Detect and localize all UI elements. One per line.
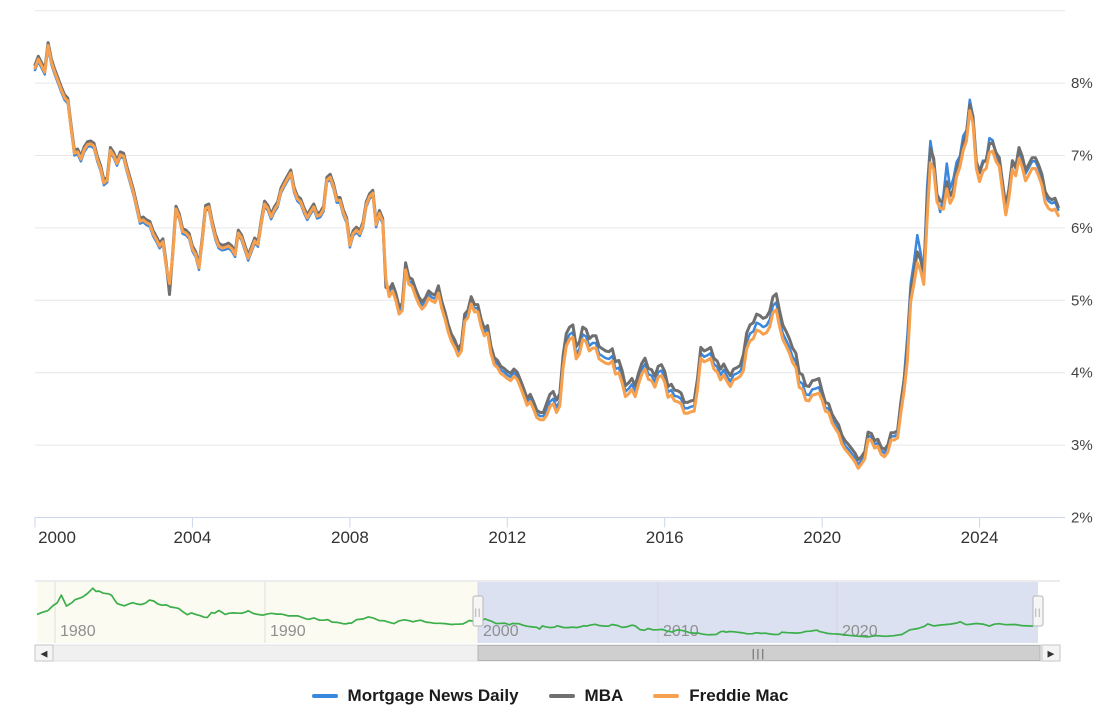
- x-axis-label: 2000: [38, 528, 76, 547]
- y-axis-label: 7%: [1071, 148, 1093, 165]
- scrollbar-thumb-grip-icon: |||: [752, 648, 767, 660]
- x-axis-label: 2004: [173, 528, 211, 547]
- legend-label: MBA: [584, 686, 624, 705]
- legend: Mortgage News Daily MBA Freddie Mac: [0, 683, 1100, 709]
- navigator-axis-label: 2000: [483, 623, 519, 640]
- legend-label: Mortgage News Daily: [347, 686, 519, 705]
- scroll-right-button-icon: ▶: [1048, 649, 1055, 659]
- legend-item-mortgage-news-daily[interactable]: Mortgage News Daily: [311, 686, 519, 706]
- y-axis-label: 3%: [1071, 437, 1093, 454]
- x-axis-label: 2012: [488, 528, 526, 547]
- navigator-axis-label: 2010: [663, 623, 699, 640]
- x-axis-label: 2016: [646, 528, 684, 547]
- navigator-axis-label: 1990: [270, 623, 306, 640]
- main-series: [33, 41, 1060, 470]
- legend-marker-icon: [548, 694, 575, 698]
- main-x-axis: 2000 2004 2008 2012 2016 2020 2024: [34, 517, 1065, 547]
- scrollbar: |||: [34, 644, 1061, 662]
- navigator-left-handle[interactable]: ||: [472, 595, 484, 627]
- legend-marker-icon: [311, 694, 338, 698]
- navigator: 1980 1990 2000 2010 2020: [35, 580, 1060, 643]
- scroll-right-button[interactable]: ▶: [1041, 644, 1061, 662]
- navigator-right-handle[interactable]: ||: [1032, 595, 1044, 627]
- handle-grip-icon: ||: [1035, 607, 1042, 617]
- series-line-mba: [33, 41, 1060, 462]
- y-axis-label: 2%: [1071, 510, 1093, 527]
- y-axis-label: 6%: [1071, 220, 1093, 237]
- handle-grip-icon: ||: [475, 607, 482, 617]
- navigator-series-line: [36, 587, 1034, 638]
- navigator-axis-label: 2020: [842, 623, 878, 640]
- x-axis-label: 2008: [331, 528, 369, 547]
- rate-chart-canvas: 2000 2004 2008 2012 2016 2020 2024 8% 7% 6% 5% 4% 3%…: [33, 10, 1093, 662]
- x-axis-label: 2020: [803, 528, 841, 547]
- scroll-left-button[interactable]: ◀: [34, 644, 54, 662]
- legend-item-freddie-mac[interactable]: Freddie Mac: [653, 686, 788, 706]
- y-axis-label: 4%: [1071, 365, 1093, 382]
- y-axis-label: 5%: [1071, 292, 1093, 309]
- legend-marker-icon: [653, 694, 680, 698]
- navigator-selected-area[interactable]: [478, 582, 1038, 643]
- legend-item-mba[interactable]: MBA: [548, 686, 624, 706]
- series-line-freddie-mac: [33, 44, 1060, 470]
- legend-label: Freddie Mac: [689, 686, 789, 705]
- x-axis-label: 2024: [961, 528, 999, 547]
- main-y-labels: 8% 7% 6% 5% 4% 3% 2%: [1071, 75, 1093, 526]
- navigator-unselected-area[interactable]: [37, 582, 478, 643]
- y-axis-label: 8%: [1071, 75, 1093, 92]
- navigator-axis-label: 1980: [60, 623, 96, 640]
- scroll-left-button-icon: ◀: [41, 649, 48, 659]
- main-grid: [35, 10, 1065, 446]
- scrollbar-thumb[interactable]: [477, 645, 1041, 661]
